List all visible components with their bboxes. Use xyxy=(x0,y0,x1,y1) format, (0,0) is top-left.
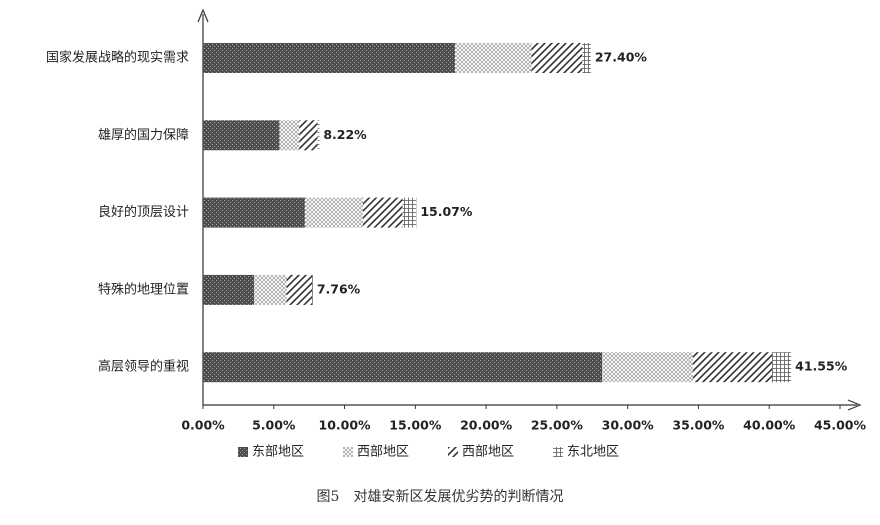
total-label: 8.22% xyxy=(323,127,367,142)
total-label: 7.76% xyxy=(317,281,361,296)
bar-segment xyxy=(203,197,305,228)
total-label: 15.07% xyxy=(420,204,473,219)
y-arrow xyxy=(197,8,209,23)
caption: 图5 对雄安新区发展优劣势的判断情况 xyxy=(317,489,564,505)
x-tick-label: 35.00% xyxy=(672,418,725,433)
x-tick-label: 20.00% xyxy=(460,418,513,433)
bar-segment xyxy=(286,274,312,305)
y-tick-label: 雄厚的国力保障 xyxy=(98,127,189,143)
x-tick-label: 30.00% xyxy=(602,418,655,433)
x-tick-label: 40.00% xyxy=(743,418,796,433)
legend-label: 西部地区 xyxy=(462,445,514,460)
bar-segment xyxy=(203,120,280,151)
x-tick-label: 25.00% xyxy=(531,418,584,433)
bar-segment xyxy=(454,43,532,73)
bar-segment xyxy=(602,352,693,383)
x-tick-label: 45.00% xyxy=(814,418,867,433)
bar-segment xyxy=(203,352,603,383)
bar-segment xyxy=(772,352,792,383)
bar-segment xyxy=(402,197,417,228)
legend-swatch xyxy=(448,447,458,457)
bar-segment xyxy=(299,120,318,151)
x-tick-label: 15.00% xyxy=(389,418,442,433)
bar-segment xyxy=(582,43,591,73)
x-tick-label: 0.00% xyxy=(181,418,225,433)
legend-swatch xyxy=(343,447,353,457)
bar-segment xyxy=(304,197,363,228)
legend-label: 东北地区 xyxy=(567,445,619,460)
legend-swatch xyxy=(238,447,248,457)
total-label: 27.40% xyxy=(595,50,648,65)
bar-segment xyxy=(253,274,287,305)
x-tick-label: 5.00% xyxy=(252,418,296,433)
y-tick-label: 特殊的地理位置 xyxy=(98,281,189,297)
bar-segment xyxy=(203,274,254,305)
bar-segment xyxy=(203,43,455,73)
bar-segment xyxy=(692,352,773,383)
legend-label: 东部地区 xyxy=(252,445,304,460)
total-label: 41.55% xyxy=(795,359,848,374)
bar-segment xyxy=(317,120,320,151)
legend-label: 西部地区 xyxy=(357,445,409,460)
bar-segment xyxy=(279,120,300,151)
y-tick-label: 国家发展战略的现实需求 xyxy=(46,50,189,66)
legend-swatch xyxy=(553,447,563,457)
x-arrow xyxy=(847,399,862,411)
y-tick-label: 高层领导的重视 xyxy=(98,359,189,375)
bar-segment xyxy=(311,274,313,305)
bar-segment xyxy=(362,197,403,228)
x-tick-label: 10.00% xyxy=(319,418,372,433)
y-tick-label: 良好的顶层设计 xyxy=(98,204,189,220)
bar-segment xyxy=(531,43,583,73)
